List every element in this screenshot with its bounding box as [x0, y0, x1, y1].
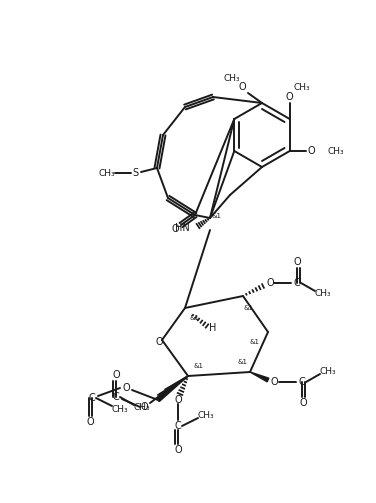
- Text: &1: &1: [237, 359, 247, 365]
- Text: O: O: [308, 146, 315, 156]
- Text: O: O: [86, 417, 94, 427]
- Text: C: C: [113, 392, 119, 402]
- Text: CH₃: CH₃: [224, 73, 240, 82]
- Text: CH₃: CH₃: [134, 403, 150, 412]
- Text: C: C: [299, 377, 305, 387]
- Text: O: O: [174, 395, 182, 405]
- Text: CH₃: CH₃: [320, 367, 336, 376]
- Text: O: O: [155, 337, 163, 347]
- Text: C: C: [174, 421, 181, 431]
- Text: CH₃: CH₃: [315, 290, 331, 298]
- Text: CH₃: CH₃: [328, 146, 344, 155]
- Text: CH₃: CH₃: [99, 169, 115, 178]
- Text: S: S: [132, 168, 138, 178]
- Text: &1: &1: [249, 339, 259, 345]
- Text: O: O: [238, 82, 246, 92]
- Text: CH₃: CH₃: [294, 82, 310, 92]
- Text: &1: &1: [193, 363, 203, 369]
- Text: O: O: [140, 402, 148, 412]
- Text: O: O: [171, 224, 179, 234]
- Polygon shape: [165, 376, 188, 393]
- Text: &1: &1: [244, 305, 254, 311]
- Text: O: O: [112, 370, 120, 380]
- Polygon shape: [250, 372, 269, 382]
- Text: H: H: [209, 323, 217, 333]
- Text: O: O: [122, 383, 130, 393]
- Text: O: O: [174, 445, 182, 455]
- Text: &1: &1: [190, 315, 200, 321]
- Text: C: C: [294, 278, 300, 288]
- Text: O: O: [286, 92, 294, 102]
- Text: O: O: [266, 278, 274, 288]
- Text: O: O: [299, 398, 307, 408]
- Text: CH₃: CH₃: [198, 410, 214, 420]
- Text: &1: &1: [211, 213, 221, 219]
- Text: C: C: [89, 393, 96, 403]
- Text: O: O: [293, 257, 301, 267]
- Polygon shape: [157, 376, 188, 401]
- Text: O: O: [270, 377, 278, 387]
- Text: CH₃: CH₃: [112, 405, 128, 414]
- Text: HN: HN: [175, 223, 190, 233]
